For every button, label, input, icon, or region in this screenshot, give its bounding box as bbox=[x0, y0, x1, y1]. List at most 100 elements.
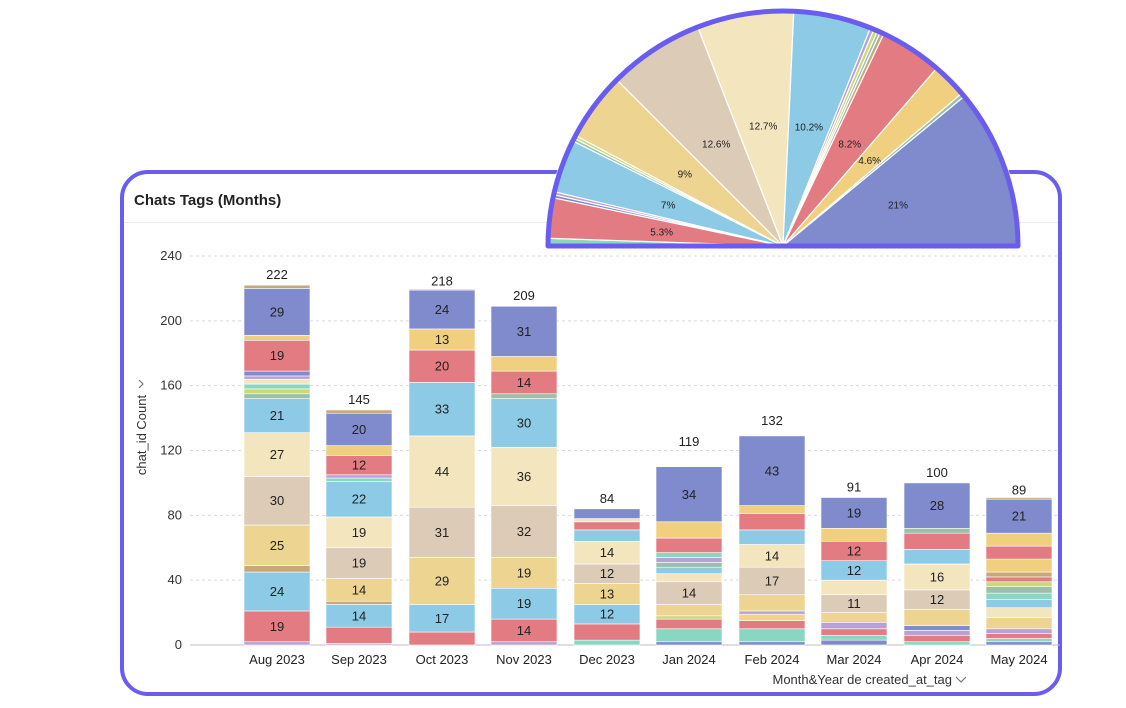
bar-segment-label: 34 bbox=[682, 487, 696, 502]
bar-segment bbox=[408, 604, 476, 633]
x-axis-label: Month&Year de created_at_tag bbox=[773, 672, 953, 687]
bar-segment-label: 11 bbox=[847, 596, 861, 611]
x-tick-label: Mar 2024 bbox=[827, 652, 882, 667]
bar-segment bbox=[985, 498, 1053, 534]
bar-segment-label: 24 bbox=[270, 584, 284, 599]
bar-total-label: 222 bbox=[266, 267, 288, 282]
bar-stack: 12 16 28 bbox=[903, 482, 971, 646]
bar-segment-label: 12 bbox=[600, 566, 614, 581]
bar-segment-label: 19 bbox=[270, 619, 284, 634]
y-tick-label: 120 bbox=[160, 443, 182, 458]
pie-slice-label: 7% bbox=[661, 200, 676, 211]
bar-segment bbox=[985, 497, 1053, 500]
bar-segment-label: 13 bbox=[435, 332, 449, 347]
bar-total-label: 218 bbox=[431, 274, 453, 289]
bar-segment-label: 12 bbox=[600, 607, 614, 622]
bar-segment bbox=[408, 506, 476, 558]
bar-total-label: 91 bbox=[847, 480, 861, 495]
bar-segment-label: 44 bbox=[435, 464, 449, 479]
pie-slice-label: 12.7% bbox=[749, 121, 777, 132]
x-tick-label: Sep 2023 bbox=[331, 652, 387, 667]
bar-segment-label: 21 bbox=[1012, 509, 1026, 524]
bar-segment-label: 14 bbox=[352, 608, 366, 623]
y-tick-label: 0 bbox=[175, 637, 182, 652]
bar-segment bbox=[490, 398, 558, 448]
bar-segment-label: 17 bbox=[435, 611, 449, 626]
bar-segment bbox=[903, 482, 971, 529]
bar-segment bbox=[325, 409, 393, 414]
bar-segment bbox=[408, 557, 476, 605]
bar-segment-label: 24 bbox=[435, 302, 449, 317]
y-tick-label: 200 bbox=[160, 313, 182, 328]
bar-segment-label: 36 bbox=[517, 469, 531, 484]
bar-segment-label: 20 bbox=[435, 359, 449, 374]
bar-segment-label: 12 bbox=[847, 543, 861, 558]
x-tick-label: Aug 2023 bbox=[249, 652, 305, 667]
bar-segment-label: 32 bbox=[517, 524, 531, 539]
bar-segment-label: 20 bbox=[352, 422, 366, 437]
bar-segment bbox=[243, 284, 311, 289]
bar-segment bbox=[655, 466, 723, 523]
pie-frame bbox=[545, 8, 1021, 249]
bar-total-label: 100 bbox=[926, 465, 948, 480]
bar-stack: 14 14 19 19 22 12 20 bbox=[325, 409, 393, 646]
pie-slice-label: 12.6% bbox=[702, 140, 730, 151]
bar-segment-label: 43 bbox=[765, 463, 779, 478]
bar-segment-label: 27 bbox=[270, 447, 284, 462]
bar-segment-label: 33 bbox=[435, 402, 449, 417]
x-tick-label: Apr 2024 bbox=[911, 652, 964, 667]
bar-segment-label: 29 bbox=[270, 304, 284, 319]
bar-total-label: 145 bbox=[348, 392, 370, 407]
bar-segment bbox=[738, 566, 806, 596]
bar-total-label: 89 bbox=[1012, 483, 1026, 498]
bar-segment bbox=[573, 508, 641, 519]
bar-segment bbox=[408, 382, 476, 437]
bar-segment-label: 14 bbox=[765, 548, 779, 563]
bar-segment bbox=[738, 435, 806, 506]
bar-segment bbox=[325, 516, 393, 549]
y-axis-label: chat_id Count bbox=[134, 395, 149, 476]
bar-stack: 14 34 bbox=[655, 466, 723, 646]
bar-segment-label: 12 bbox=[930, 592, 944, 607]
x-tick-label: Oct 2023 bbox=[416, 652, 469, 667]
bar-segment-label: 30 bbox=[517, 415, 531, 430]
bar-stack: 21 bbox=[985, 497, 1053, 646]
y-tick-label: 160 bbox=[160, 378, 182, 393]
bar-segment-label: 29 bbox=[435, 573, 449, 588]
bar-segment-label: 21 bbox=[270, 408, 284, 423]
pie-slice-label: 10.2% bbox=[795, 123, 823, 134]
bar-segment-label: 19 bbox=[352, 525, 366, 540]
bar-segment bbox=[490, 557, 558, 589]
bar-segment bbox=[408, 349, 476, 383]
bar-segment-label: 14 bbox=[682, 586, 696, 601]
y-tick-label: 240 bbox=[160, 248, 182, 263]
bar-segment bbox=[243, 524, 311, 566]
bar-segment-label: 16 bbox=[930, 569, 944, 584]
card-title: Chats Tags (Months) bbox=[134, 192, 282, 209]
bar-segment bbox=[820, 497, 888, 529]
pie-slice-label: 5.3% bbox=[650, 227, 673, 238]
bar-segment bbox=[243, 610, 311, 643]
bar-segment bbox=[408, 288, 476, 291]
bar-segment-label: 19 bbox=[517, 565, 531, 580]
bar-total-label: 84 bbox=[600, 491, 614, 506]
bar-segment-label: 12 bbox=[847, 563, 861, 578]
bar-segment-label: 14 bbox=[352, 582, 366, 597]
bar-stack: 11 12 12 19 bbox=[820, 497, 888, 646]
bar-segment bbox=[325, 480, 393, 518]
bar-stack: 17 14 43 bbox=[738, 435, 806, 646]
bar-segment-label: 14 bbox=[600, 545, 614, 560]
x-tick-label: Jan 2024 bbox=[662, 652, 716, 667]
bar-segment bbox=[490, 446, 558, 506]
pie-slice-label: 21% bbox=[888, 201, 908, 212]
bar-segment bbox=[243, 339, 311, 372]
bar-segment-label: 12 bbox=[352, 458, 366, 473]
x-tick-label: Feb 2024 bbox=[745, 652, 800, 667]
bar-segment-label: 22 bbox=[352, 492, 366, 507]
bar-segment bbox=[903, 563, 971, 591]
bar-segment bbox=[325, 547, 393, 579]
bar-segment-label: 31 bbox=[517, 324, 531, 339]
x-axis-chevron-icon bbox=[955, 676, 967, 683]
bar-segment-label: 19 bbox=[847, 505, 861, 520]
